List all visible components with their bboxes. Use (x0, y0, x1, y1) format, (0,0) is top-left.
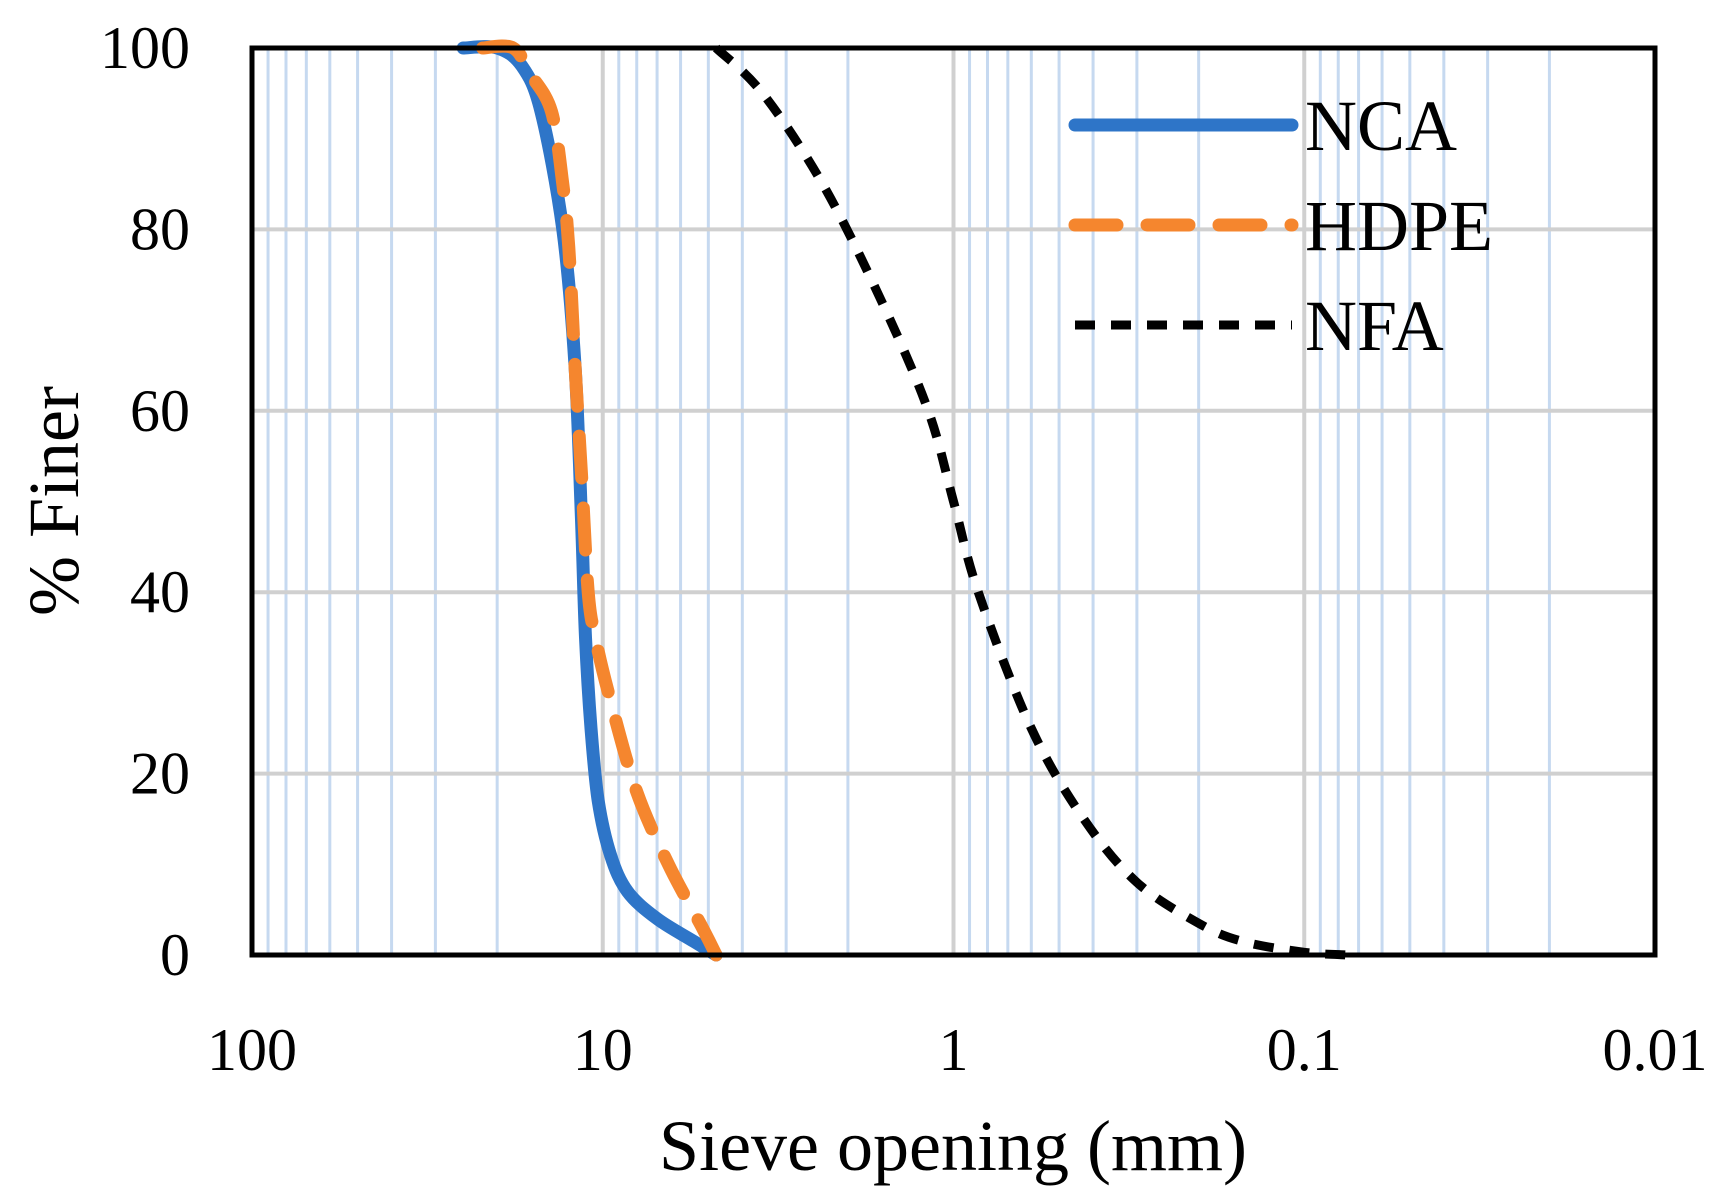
series-line-hdpe (476, 39, 723, 962)
y-axis-title: % Finer (14, 386, 94, 616)
x-tick-label: 1 (939, 1017, 969, 1083)
y-tick-label: 40 (130, 559, 190, 625)
x-tick-label: 10 (573, 1017, 633, 1083)
plot-frame (249, 45, 1658, 958)
y-tick-label: 80 (130, 196, 190, 262)
x-axis-title: Sieve opening (mm) (659, 1106, 1247, 1186)
x-tick-labels: 100 10 1 0.1 0.01 (207, 1017, 1708, 1083)
legend-label-hdpe: HDPE (1305, 186, 1493, 266)
legend-label-nfa: NFA (1305, 286, 1444, 366)
series-line-nca (456, 40, 723, 962)
y-tick-label: 60 (130, 378, 190, 444)
x-tick-label: 0.1 (1267, 1017, 1342, 1083)
x-tick-label: 0.01 (1603, 1017, 1708, 1083)
y-tick-label: 0 (160, 922, 190, 988)
y-tick-labels: 0 20 40 60 80 100 (100, 15, 190, 988)
x-tick-label: 100 (207, 1017, 297, 1083)
series-group (456, 39, 1349, 962)
legend-label-nca: NCA (1305, 86, 1457, 166)
series-line-nfa (712, 44, 1349, 960)
y-tick-label: 100 (100, 15, 190, 81)
legend: NCA HDPE NFA (1068, 86, 1493, 366)
y-tick-label: 20 (130, 741, 190, 807)
